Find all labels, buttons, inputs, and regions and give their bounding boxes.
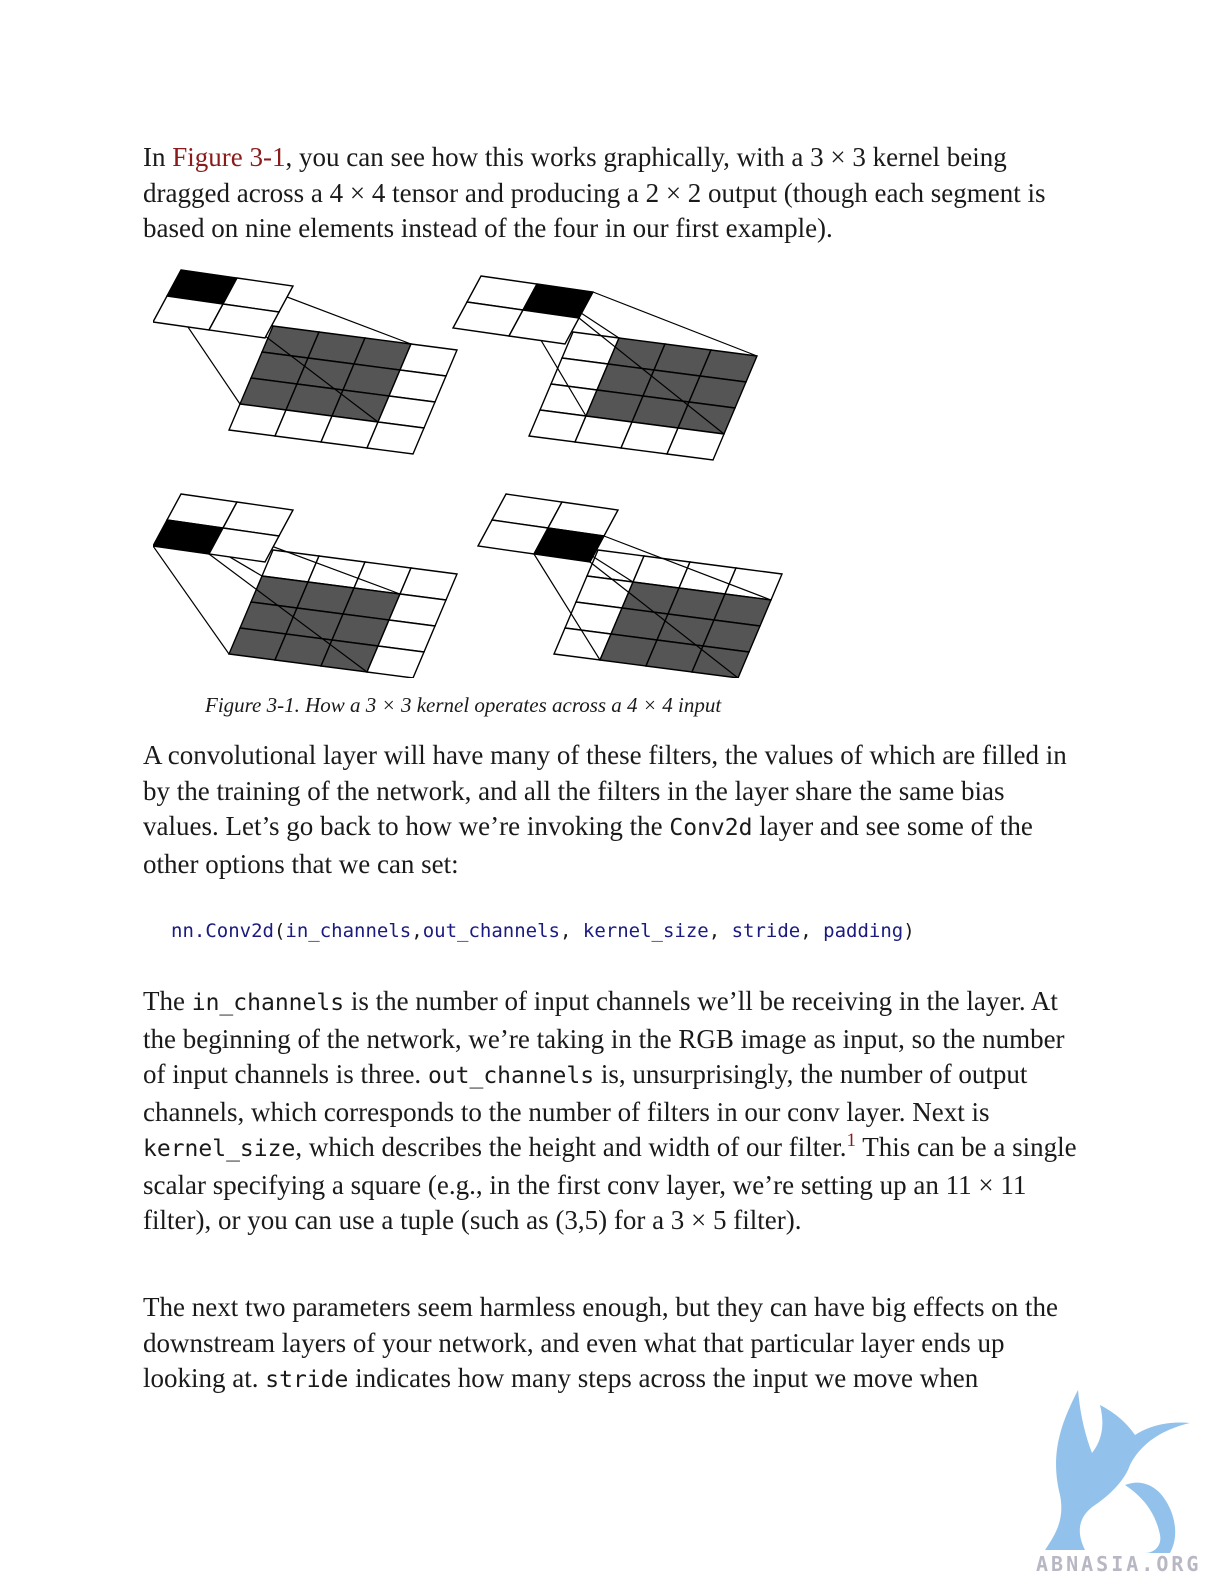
projection-line [533, 553, 601, 661]
input-cell [690, 645, 751, 678]
input-cell [665, 427, 726, 461]
griffin-logo-icon [1045, 1390, 1190, 1553]
output-cell [207, 527, 281, 563]
projection-line [208, 553, 368, 673]
output-cell [507, 309, 581, 345]
projection-line [578, 317, 725, 435]
paragraph-1: In Figure 3-1, you can see how this work… [143, 142, 1046, 243]
projection-line [589, 561, 739, 678]
watermark-text: ABNASIA.ORG [1036, 1552, 1202, 1576]
projection-line [603, 535, 772, 601]
output-cell [532, 527, 606, 563]
paragraph-3: The in_channels is the number of input c… [143, 986, 1077, 1235]
conv-panel [153, 493, 459, 678]
projection-line [592, 291, 758, 357]
figure-caption: Figure 3-1. How a 3 × 3 kernel operates … [205, 693, 722, 717]
conv-panel [153, 269, 459, 455]
inline-code-kernel-size: kernel_size [143, 1136, 296, 1162]
convolution-figure [153, 268, 783, 678]
output-cell [207, 303, 281, 339]
paragraph-2: A convolutional layer will have many of … [143, 740, 1067, 879]
code-block: nn.Conv2d(in_channels,out_channels, kern… [171, 920, 915, 942]
figure-link[interactable]: Figure 3-1 [172, 142, 286, 172]
conv-panel [451, 275, 759, 461]
input-cell [365, 421, 426, 455]
conv-panel [476, 493, 783, 678]
inline-code-stride: stride [265, 1367, 349, 1393]
input-cell [365, 645, 426, 678]
footnote-ref[interactable]: 1 [846, 1130, 856, 1151]
projection-line [153, 545, 230, 655]
inline-code-out-channels: out_channels [427, 1063, 595, 1089]
paragraph-4: The next two parameters seem harmless en… [143, 1292, 1058, 1393]
inline-code-conv2d: Conv2d [669, 815, 753, 841]
inline-code-in-channels: in_channels [191, 990, 345, 1016]
